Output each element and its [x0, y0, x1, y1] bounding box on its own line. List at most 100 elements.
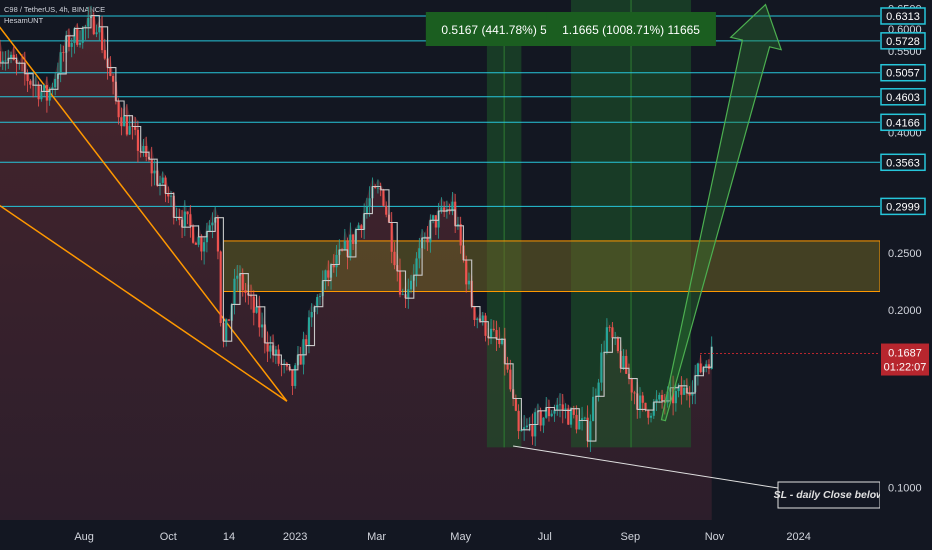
candle-body: [200, 236, 203, 252]
candle-body: [136, 129, 140, 151]
candle-body: [705, 364, 708, 368]
candle-body: [580, 418, 584, 421]
candle-body: [9, 54, 13, 59]
candle-body: [62, 52, 65, 53]
trendline-1: [0, 26, 288, 402]
candle-body: [109, 67, 112, 76]
candle-body: [197, 236, 200, 245]
candle-body: [0, 51, 2, 64]
level-badge-text-5: 0.4166: [886, 117, 920, 129]
candle-body: [498, 339, 501, 345]
candle-body: [78, 42, 82, 45]
level-badge-text-1: 0.6313: [886, 11, 920, 23]
current-price-value: 0.1687: [888, 348, 922, 360]
candle-body: [153, 170, 156, 174]
candle-body: [352, 234, 355, 244]
symbol-title: C98 / TetherUS, 4h, BINANCE: [4, 5, 106, 14]
level-badge-3: [880, 63, 926, 82]
candle-body: [658, 395, 661, 400]
level-badge-text-2: 0.5728: [886, 36, 920, 48]
candle-body: [432, 215, 435, 221]
candle-body: [434, 215, 437, 228]
candle-body: [244, 290, 247, 293]
candle-body: [542, 417, 545, 426]
candle-body: [48, 89, 51, 101]
candle-body: [134, 126, 137, 130]
candle-body: [680, 385, 683, 395]
candle-body: [655, 399, 658, 403]
candle-body: [674, 391, 677, 404]
x-tick-label: 14: [223, 531, 235, 543]
candle-body: [357, 225, 360, 230]
x-tick-label: Nov: [705, 531, 725, 543]
candle-body: [398, 271, 402, 295]
candle-body: [523, 427, 526, 430]
candle-body: [294, 365, 297, 386]
candle-body: [189, 214, 192, 226]
x-tick-label: Aug: [74, 531, 94, 543]
candle-body: [696, 363, 700, 376]
candle-body: [638, 395, 642, 410]
candle-body: [252, 296, 255, 313]
candle-body: [123, 115, 126, 127]
y-tick-label: 0.1000: [888, 482, 922, 494]
candle-body: [605, 327, 608, 353]
candle-body: [4, 60, 7, 62]
x-tick-label: 2023: [283, 531, 307, 543]
candle-body: [641, 395, 644, 403]
x-tick-label: Mar: [367, 531, 386, 543]
candle-body: [219, 251, 222, 323]
candle-body: [465, 259, 468, 285]
candle-body: [45, 85, 48, 101]
candle-body: [492, 328, 495, 331]
candle-body: [415, 258, 418, 276]
x-tick-label: Oct: [160, 531, 177, 543]
candle-body: [67, 35, 71, 47]
candle-body: [589, 421, 592, 442]
candle-body: [54, 78, 57, 88]
candle-body: [556, 404, 559, 411]
candle-body: [186, 211, 189, 215]
candle-body: [324, 270, 327, 281]
candle-body: [145, 146, 148, 157]
candle-body: [407, 289, 410, 299]
candle-body: [167, 193, 170, 197]
candle-body: [545, 407, 548, 418]
author-name: HesamUNT: [4, 16, 44, 25]
candle-body: [95, 32, 98, 35]
candle-body: [29, 81, 32, 85]
stop-loss-line: [513, 445, 779, 489]
candle-body: [84, 26, 87, 28]
candle-body: [150, 159, 153, 174]
candle-body: [368, 198, 371, 207]
candle-body: [569, 408, 573, 425]
candle-body: [583, 417, 586, 419]
candle-body: [225, 319, 228, 342]
level-badge-text-6: 0.3563: [886, 157, 920, 169]
candle-body: [346, 240, 349, 257]
candle-body: [211, 222, 214, 226]
x-tick-label: 2024: [786, 531, 810, 543]
candle-body: [666, 391, 669, 403]
candle-body: [467, 280, 471, 285]
measure-label-1: 0.5167 (441.78%) 5167: [441, 23, 567, 37]
level-badge-text-3: 0.5057: [886, 68, 920, 80]
candle-body: [305, 339, 308, 346]
candle-body: [266, 342, 269, 352]
candle-body: [81, 27, 84, 43]
stop-loss-label: SL - daily Close below: [774, 489, 885, 501]
level-badge-1: [880, 7, 926, 25]
candle-body: [318, 296, 322, 298]
candle-body: [192, 225, 195, 243]
candle-body: [255, 306, 258, 313]
candle-body: [178, 216, 181, 220]
measure-label-2: 1.1665 (1008.71%) 11665: [562, 23, 700, 37]
candle-body: [277, 349, 280, 364]
candle-body: [103, 50, 106, 59]
candle-body: [622, 355, 625, 369]
candle-body: [608, 327, 611, 329]
candle-body: [625, 355, 628, 374]
candle-body: [616, 337, 620, 352]
x-tick-label: May: [450, 531, 471, 543]
